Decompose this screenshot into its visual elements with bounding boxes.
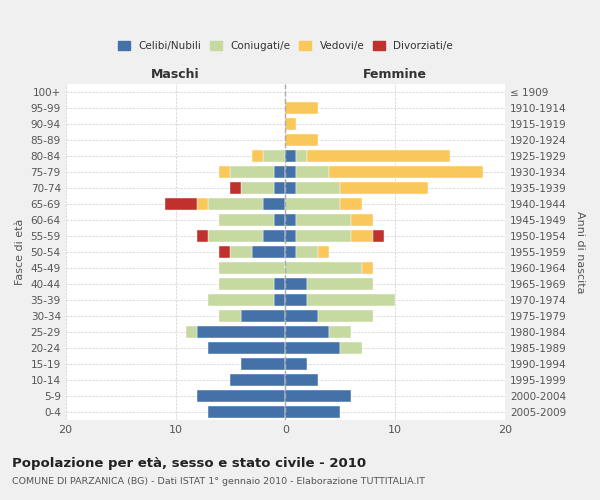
Bar bbox=[241, 358, 286, 370]
Bar bbox=[286, 134, 319, 146]
Bar bbox=[286, 278, 307, 290]
Text: Maschi: Maschi bbox=[151, 68, 200, 82]
Bar bbox=[274, 166, 286, 178]
Bar bbox=[197, 230, 208, 242]
Bar bbox=[253, 246, 286, 258]
Bar bbox=[286, 166, 296, 178]
Text: COMUNE DI PARZANICA (BG) - Dati ISTAT 1° gennaio 2010 - Elaborazione TUTTITALIA.: COMUNE DI PARZANICA (BG) - Dati ISTAT 1°… bbox=[12, 478, 425, 486]
Bar bbox=[340, 182, 428, 194]
Bar bbox=[286, 342, 340, 354]
Bar bbox=[286, 198, 340, 210]
Bar bbox=[351, 214, 373, 226]
Bar bbox=[220, 262, 286, 274]
Bar bbox=[208, 406, 286, 418]
Bar bbox=[263, 230, 286, 242]
Bar bbox=[286, 262, 362, 274]
Bar bbox=[286, 310, 319, 322]
Bar bbox=[274, 182, 286, 194]
Bar bbox=[274, 214, 286, 226]
Bar bbox=[286, 214, 296, 226]
Bar bbox=[220, 246, 230, 258]
Bar bbox=[230, 166, 274, 178]
Bar bbox=[220, 278, 274, 290]
Bar bbox=[329, 326, 351, 338]
Bar bbox=[286, 230, 296, 242]
Bar bbox=[274, 294, 286, 306]
Bar bbox=[286, 150, 296, 162]
Bar bbox=[286, 182, 296, 194]
Bar bbox=[286, 294, 307, 306]
Bar bbox=[208, 294, 274, 306]
Bar bbox=[286, 358, 307, 370]
Bar bbox=[373, 230, 384, 242]
Bar bbox=[208, 342, 286, 354]
Bar bbox=[319, 246, 329, 258]
Bar bbox=[296, 182, 340, 194]
Bar bbox=[286, 374, 319, 386]
Bar bbox=[253, 150, 263, 162]
Bar bbox=[220, 310, 241, 322]
Bar bbox=[296, 230, 351, 242]
Bar bbox=[197, 198, 208, 210]
Bar bbox=[263, 198, 286, 210]
Bar bbox=[230, 246, 253, 258]
Bar bbox=[286, 246, 296, 258]
Bar bbox=[187, 326, 197, 338]
Bar bbox=[296, 166, 329, 178]
Bar bbox=[286, 390, 351, 402]
Y-axis label: Fasce di età: Fasce di età bbox=[15, 219, 25, 285]
Bar bbox=[274, 278, 286, 290]
Bar bbox=[263, 150, 286, 162]
Bar bbox=[296, 150, 307, 162]
Bar bbox=[230, 182, 241, 194]
Bar bbox=[208, 230, 263, 242]
Text: Popolazione per età, sesso e stato civile - 2010: Popolazione per età, sesso e stato civil… bbox=[12, 458, 366, 470]
Bar bbox=[197, 390, 286, 402]
Bar bbox=[230, 374, 286, 386]
Bar bbox=[307, 278, 373, 290]
Bar bbox=[220, 166, 230, 178]
Bar bbox=[241, 182, 274, 194]
Bar bbox=[307, 150, 450, 162]
Bar bbox=[220, 214, 274, 226]
Bar bbox=[286, 406, 340, 418]
Bar bbox=[340, 342, 362, 354]
Bar bbox=[329, 166, 483, 178]
Bar bbox=[286, 102, 319, 114]
Y-axis label: Anni di nascita: Anni di nascita bbox=[575, 211, 585, 294]
Bar bbox=[164, 198, 197, 210]
Legend: Celibi/Nubili, Coniugati/e, Vedovi/e, Divorziati/e: Celibi/Nubili, Coniugati/e, Vedovi/e, Di… bbox=[113, 37, 457, 56]
Bar bbox=[296, 214, 351, 226]
Bar bbox=[241, 310, 286, 322]
Bar bbox=[319, 310, 373, 322]
Bar bbox=[286, 118, 296, 130]
Bar bbox=[197, 326, 286, 338]
Bar bbox=[286, 326, 329, 338]
Bar bbox=[340, 198, 362, 210]
Bar bbox=[351, 230, 373, 242]
Text: Femmine: Femmine bbox=[363, 68, 427, 82]
Bar bbox=[362, 262, 373, 274]
Bar bbox=[208, 198, 263, 210]
Bar bbox=[296, 246, 319, 258]
Bar bbox=[307, 294, 395, 306]
